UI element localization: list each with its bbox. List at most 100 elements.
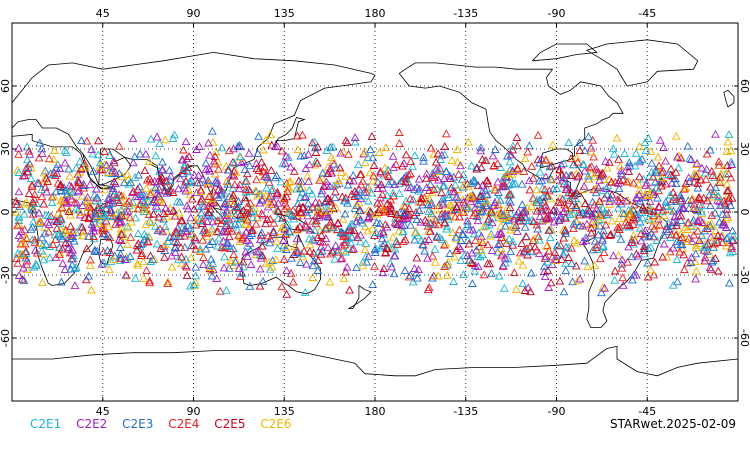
observation-marker (655, 135, 665, 144)
observation-marker (22, 142, 32, 151)
observation-marker (105, 151, 114, 159)
observation-marker (530, 234, 540, 243)
observation-marker (625, 221, 635, 230)
observation-marker (136, 199, 145, 208)
observation-marker (496, 221, 506, 230)
observation-marker (677, 232, 687, 241)
observation-marker (252, 213, 262, 222)
observation-marker (100, 211, 110, 220)
observation-marker (149, 209, 158, 218)
observation-marker (575, 145, 585, 154)
lon-tick-label-bottom: 90 (187, 405, 201, 418)
observation-marker (671, 196, 681, 205)
observation-marker (640, 138, 650, 147)
axis-ticks (12, 23, 738, 401)
observation-marker (105, 247, 115, 256)
observation-marker (522, 232, 531, 241)
observation-marker (413, 273, 422, 282)
observation-marker (253, 191, 262, 200)
observation-marker (558, 249, 568, 258)
observation-marker (206, 226, 216, 235)
observation-marker (305, 247, 315, 255)
observation-marker (42, 173, 51, 182)
observation-marker (304, 186, 314, 194)
observation-marker (183, 162, 193, 171)
observation-marker (418, 240, 428, 249)
observation-marker (586, 223, 596, 232)
observation-marker (301, 164, 311, 172)
observation-marker (181, 176, 191, 185)
observation-marker (218, 236, 228, 245)
observation-marker (244, 148, 254, 157)
observation-marker (615, 192, 625, 201)
observation-marker (228, 244, 238, 253)
observation-marker (231, 257, 240, 266)
observation-marker (62, 228, 72, 237)
observation-marker (450, 205, 460, 213)
observation-marker (684, 173, 694, 182)
coast-arctic-islands (532, 43, 598, 62)
observation-marker (301, 192, 310, 201)
observation-marker (709, 187, 719, 195)
observation-marker (496, 251, 506, 260)
observation-marker (618, 280, 628, 289)
observation-marker (130, 152, 140, 161)
observation-marker (490, 198, 500, 207)
observation-marker (441, 129, 451, 138)
observation-marker (280, 158, 290, 167)
observation-marker (598, 283, 608, 292)
observation-marker (371, 227, 381, 236)
observation-marker (14, 149, 23, 158)
observation-marker (561, 247, 571, 256)
observation-marker (266, 165, 276, 174)
lon-tick-label-top: 90 (187, 7, 201, 20)
observation-marker (279, 236, 288, 245)
observation-marker (154, 212, 164, 221)
observation-marker (414, 206, 424, 215)
observation-marker (522, 246, 532, 255)
observation-marker (222, 238, 232, 247)
observation-marker (579, 160, 589, 169)
observation-marker (174, 208, 184, 217)
observation-marker (283, 206, 293, 215)
observation-marker (537, 154, 547, 163)
observation-marker (450, 252, 459, 261)
observation-marker (368, 153, 378, 162)
observation-marker (594, 215, 604, 224)
observation-marker (247, 226, 257, 235)
observation-marker (644, 133, 653, 142)
observation-marker (614, 178, 623, 187)
observation-marker (206, 254, 216, 263)
observation-marker (623, 220, 632, 229)
observation-marker (334, 176, 343, 184)
observation-marker (624, 242, 633, 251)
observation-marker (608, 144, 618, 153)
observation-marker (264, 177, 274, 186)
observation-marker (632, 194, 642, 203)
observation-marker (217, 143, 227, 152)
observation-marker (702, 149, 712, 158)
observation-marker (684, 177, 694, 185)
observation-marker (31, 261, 41, 270)
observation-marker (543, 257, 553, 266)
observation-marker (423, 253, 432, 262)
observation-marker (587, 169, 596, 178)
observation-marker (21, 232, 30, 241)
observation-marker (157, 173, 167, 182)
observation-marker (292, 248, 302, 257)
observation-marker (578, 237, 588, 245)
observation-marker (466, 191, 476, 200)
observation-marker (64, 242, 73, 251)
observation-marker (388, 232, 398, 241)
observation-marker (476, 143, 486, 152)
observation-marker (493, 240, 503, 248)
observation-marker (498, 182, 507, 191)
observation-marker (178, 166, 188, 174)
observation-marker (171, 230, 181, 239)
observation-marker (287, 210, 297, 219)
observation-marker (330, 254, 340, 263)
observation-marker (625, 210, 635, 219)
observation-marker (75, 210, 85, 219)
observation-marker (710, 239, 720, 248)
observation-marker (355, 237, 365, 246)
